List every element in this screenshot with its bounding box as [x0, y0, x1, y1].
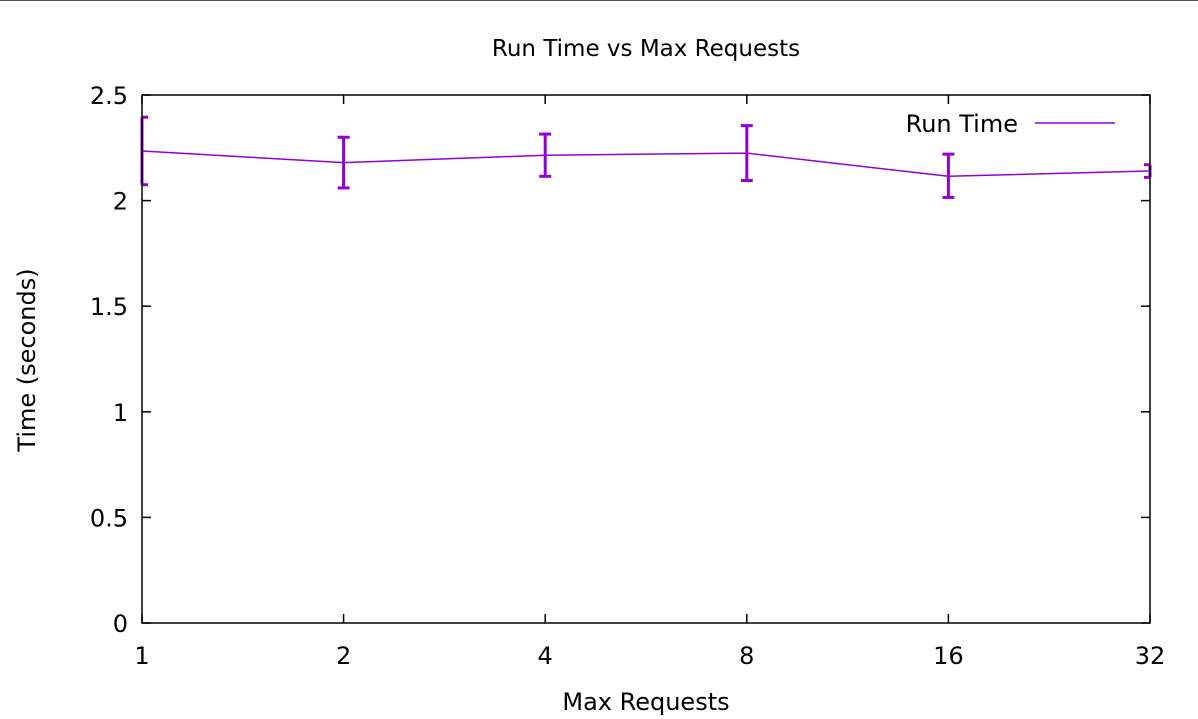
top-border-rule — [0, 0, 1198, 1]
error-bar — [337, 135, 350, 190]
y-tick-label: 0 — [113, 610, 128, 638]
y-tick-label: 1 — [113, 399, 128, 427]
y-tick-label: 2.5 — [90, 82, 128, 110]
x-tick-label: 2 — [336, 642, 351, 670]
error-bar — [740, 124, 753, 183]
error-bar — [539, 132, 552, 178]
x-tick-label: 1 — [134, 642, 149, 670]
axis-ticks — [141, 94, 1151, 624]
y-tick-label: 2 — [113, 188, 128, 216]
tick-labels: 0 0.5 1 1.5 2 2.5 1 2 4 8 16 32 — [90, 82, 1165, 670]
plot-frame — [141, 94, 1151, 624]
y-tick-label: 0.5 — [90, 504, 128, 532]
error-bar — [942, 152, 955, 199]
x-tick-label: 32 — [1135, 642, 1166, 670]
y-tick-label: 1.5 — [90, 293, 128, 321]
series-line-run-time — [141, 150, 1151, 178]
y-axis-label: Time (seconds) — [13, 268, 41, 452]
legend-label-run-time: Run Time — [906, 110, 1018, 138]
x-axis-label: Max Requests — [562, 688, 729, 716]
chart-title: Run Time vs Max Requests — [492, 36, 800, 62]
legend: Run Time — [906, 110, 1115, 138]
x-tick-label: 4 — [538, 642, 553, 670]
x-tick-label: 8 — [739, 642, 754, 670]
x-tick-label: 16 — [933, 642, 964, 670]
